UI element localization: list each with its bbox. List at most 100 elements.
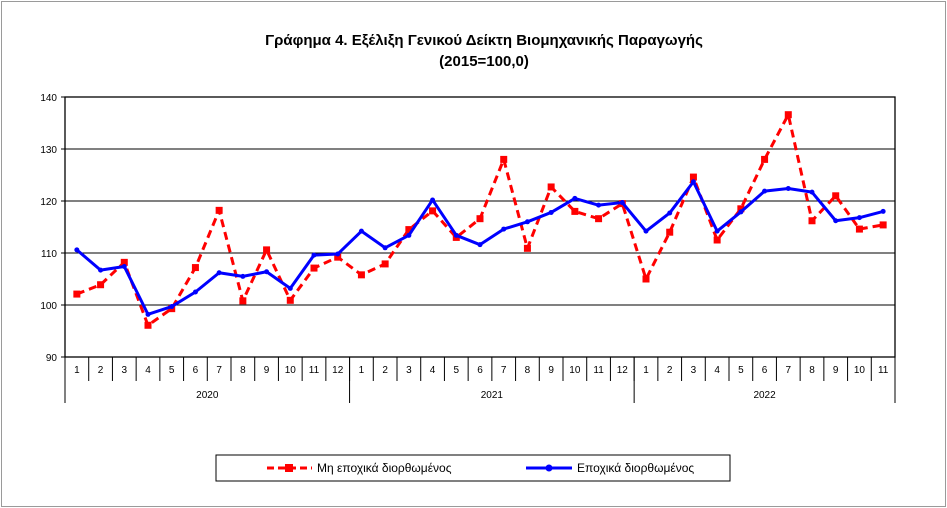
data-point <box>311 252 317 258</box>
data-point <box>856 215 862 221</box>
data-point <box>406 232 412 238</box>
data-point <box>335 251 341 257</box>
data-point <box>547 183 555 191</box>
x-tick-label: 8 <box>525 365 531 376</box>
y-tick-label: 90 <box>46 353 58 364</box>
y-tick-label: 100 <box>40 301 57 312</box>
data-point <box>855 225 863 233</box>
data-point <box>690 179 696 185</box>
data-point <box>476 215 484 223</box>
data-point <box>120 258 128 266</box>
data-point <box>548 209 554 215</box>
data-point <box>762 188 768 194</box>
data-point <box>809 189 815 195</box>
data-point <box>714 228 720 234</box>
x-tick-label: 10 <box>569 365 581 376</box>
data-point <box>666 228 674 236</box>
data-point <box>832 192 840 200</box>
data-point <box>216 270 222 276</box>
data-point <box>571 207 579 215</box>
x-tick-label: 9 <box>548 365 554 376</box>
data-point <box>453 232 459 238</box>
x-tick-label: 9 <box>833 365 839 376</box>
data-point <box>145 311 151 317</box>
y-tick-label: 130 <box>40 145 57 156</box>
data-point <box>689 173 697 181</box>
data-point <box>429 207 437 215</box>
x-tick-label: 6 <box>477 365 483 376</box>
x-tick-label: 10 <box>285 365 297 376</box>
y-axis-ticks: 90 100 110 120 130 140 <box>40 93 65 364</box>
data-point <box>524 219 530 225</box>
data-point <box>357 271 365 279</box>
x-axis: 1 2 3 4 5 6 7 8 9 10 11 12 1 2 3 4 5 6 7 8 9 10 11 12 1 2 3 4 5 6 7 8 9 1… <box>64 357 896 403</box>
x-tick-label: 4 <box>145 365 151 376</box>
y-tick-label: 120 <box>40 197 57 208</box>
x-year-label: 2020 <box>196 390 219 401</box>
x-tick-label: 3 <box>406 365 412 376</box>
data-point <box>500 155 508 163</box>
x-tick-label: 7 <box>501 365 507 376</box>
data-point <box>784 111 792 119</box>
legend-item-seasonal: Εποχικά διορθωμένος <box>526 461 694 475</box>
x-tick-label: 11 <box>878 365 889 376</box>
series-seasonal <box>74 179 886 317</box>
data-point <box>501 226 507 232</box>
data-point <box>572 195 578 201</box>
x-tick-label: 1 <box>359 365 365 376</box>
legend-item-non-seasonal: Μη εποχικά διορθωμένος <box>267 461 452 475</box>
x-tick-label: 12 <box>617 365 629 376</box>
data-point <box>477 242 483 248</box>
x-tick-label: 5 <box>169 365 175 376</box>
data-point <box>121 264 127 270</box>
series-layer <box>73 111 887 329</box>
x-tick-label: 1 <box>74 365 80 376</box>
data-point <box>97 281 105 289</box>
chart-title: Γράφημα 4. Εξέλιξη Γενικού Δείκτη Βιομηχ… <box>265 32 703 49</box>
data-point <box>358 228 364 234</box>
x-tick-label: 8 <box>240 365 246 376</box>
x-tick-label: 6 <box>762 365 768 376</box>
plot-area <box>64 96 896 358</box>
series-line <box>75 180 884 316</box>
y-tick-label: 110 <box>41 249 57 260</box>
data-point <box>144 321 152 329</box>
data-point <box>310 264 318 272</box>
data-point <box>596 202 602 208</box>
legend: Μη εποχικά διορθωμένος Εποχικά διορθωμέν… <box>215 454 731 482</box>
data-point <box>169 304 175 310</box>
data-point <box>382 245 388 251</box>
data-point <box>405 226 413 234</box>
chart-subtitle: (2015=100,0) <box>439 53 529 70</box>
data-point <box>191 264 199 272</box>
legend-label-seasonal: Εποχικά διορθωμένος <box>577 461 694 475</box>
x-year-label: 2022 <box>753 390 776 401</box>
x-tick-label: 7 <box>786 365 792 376</box>
data-point <box>215 206 223 214</box>
data-point <box>73 290 81 298</box>
data-point <box>264 269 270 275</box>
data-point <box>737 205 745 213</box>
data-point <box>761 155 769 163</box>
x-tick-label: 10 <box>854 365 866 376</box>
y-tick-label: 140 <box>40 93 57 104</box>
x-tick-label: 11 <box>593 365 604 376</box>
x-tick-label: 5 <box>738 365 744 376</box>
data-point <box>263 246 271 254</box>
data-point <box>523 244 531 252</box>
gridlines <box>65 148 895 306</box>
data-point <box>334 253 342 261</box>
data-point <box>74 247 80 253</box>
data-point <box>239 297 247 305</box>
data-point <box>619 200 625 206</box>
data-point <box>785 186 791 192</box>
legend-marker-non-seasonal <box>285 464 293 472</box>
x-tick-label: 2 <box>98 365 104 376</box>
data-point <box>287 285 293 291</box>
data-point <box>643 228 649 234</box>
x-tick-label: 4 <box>714 365 720 376</box>
x-tick-label: 11 <box>309 365 320 376</box>
data-point <box>192 289 198 295</box>
